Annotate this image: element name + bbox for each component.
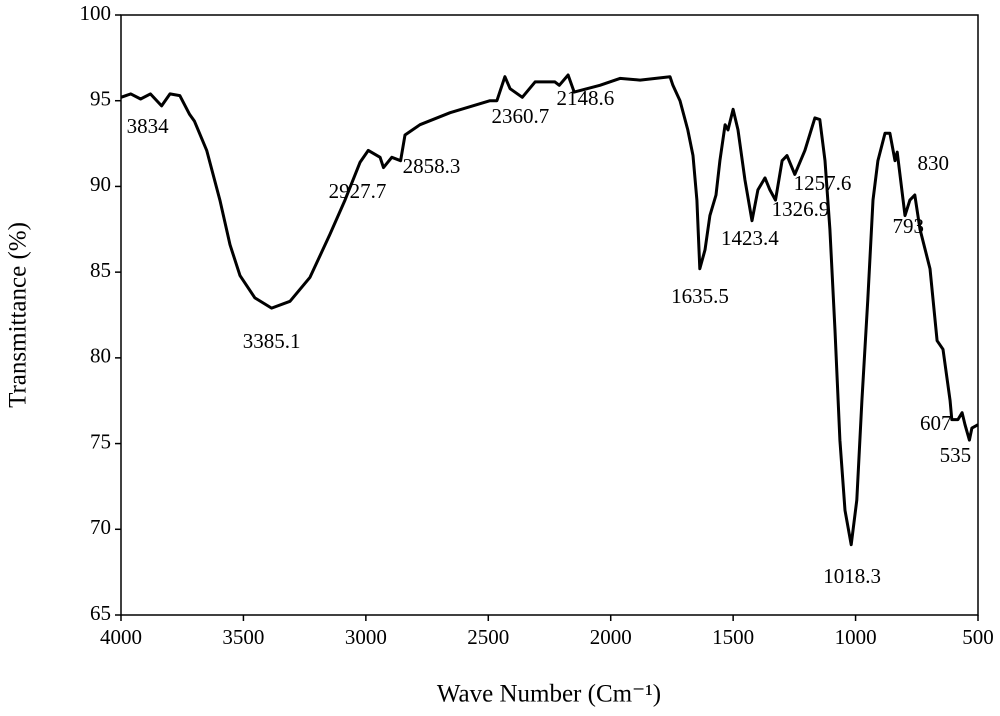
peak-label: 1423.4: [721, 226, 779, 250]
plot-frame: [120, 14, 979, 616]
peak-label: 830: [917, 151, 949, 175]
y-tick-label: 95: [90, 87, 111, 111]
x-axis-title: Wave Number (Cm⁻¹): [437, 681, 661, 708]
peak-label: 2360.7: [492, 104, 550, 128]
x-tick-label: 1500: [712, 625, 754, 649]
peak-label: 2858.3: [403, 154, 461, 178]
peak-label: 1018.3: [823, 564, 881, 588]
y-tick-label: 90: [90, 172, 111, 196]
x-tick-label: 4000: [100, 625, 142, 649]
y-tick-label: 70: [90, 515, 111, 539]
peak-label: 1635.5: [671, 284, 729, 308]
y-tick-label: 80: [90, 344, 111, 368]
x-tick-label: 2000: [590, 625, 632, 649]
peak-label: 2148.6: [556, 86, 614, 110]
y-axis-title: Transmittance (%): [5, 222, 32, 408]
peak-label: 1326.9: [772, 197, 830, 221]
x-tick-label: 3500: [222, 625, 264, 649]
y-tick-label: 75: [90, 429, 111, 453]
peak-label: 535: [940, 443, 972, 467]
peak-label: 793: [893, 214, 925, 238]
y-tick-label: 65: [90, 601, 111, 625]
peak-label: 607: [920, 411, 952, 435]
y-tick-label: 85: [90, 258, 111, 282]
x-tick-label: 1000: [835, 625, 877, 649]
spectrum-line: [120, 73, 979, 547]
x-tick-label: 2500: [467, 625, 509, 649]
peak-label: 3834: [127, 114, 170, 138]
peak-label: 3385.1: [243, 329, 301, 353]
peak-label: 2927.7: [329, 179, 387, 203]
y-tick-label: 100: [80, 1, 112, 25]
peak-label: 1257.6: [794, 171, 852, 195]
x-tick-label: 500: [962, 625, 994, 649]
x-tick-label: 3000: [345, 625, 387, 649]
